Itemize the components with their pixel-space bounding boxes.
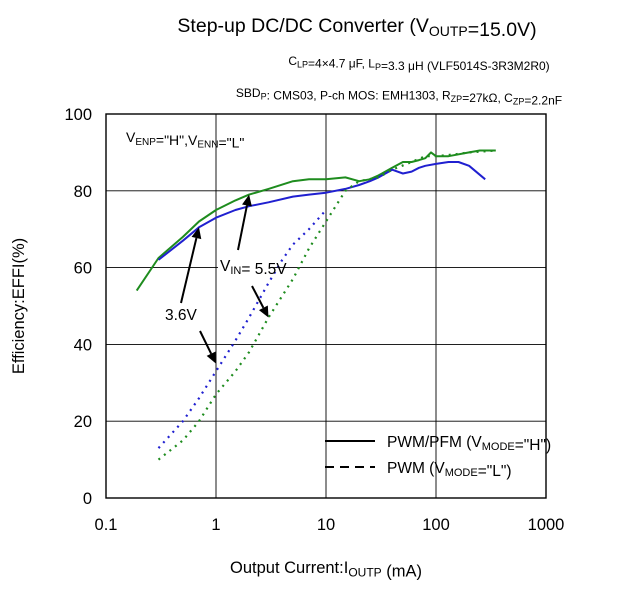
legend-label-solid: PWM/PFM (VMODE="H")	[387, 434, 551, 454]
y-tick-label: 80	[74, 183, 92, 201]
arrow-vin-5_5V-dashed	[251, 285, 265, 309]
subtitle-line-2: SBDP: CMS03, P-ch MOS: EMH1303, RZP=27kΩ…	[236, 86, 562, 108]
series-line-5_5V-dashed	[157, 149, 496, 461]
annotation-vin-3_6V: 3.6V	[165, 307, 198, 324]
y-axis-label: Efficiency:EFFI(%)	[10, 238, 28, 374]
y-tick-label: 0	[83, 490, 92, 508]
series-line-3_6V-solid	[157, 161, 486, 261]
x-tick-label: 10	[317, 516, 335, 534]
y-tick-label: 100	[64, 106, 92, 124]
vin-label-bg	[218, 251, 270, 277]
x-tick-label: 1000	[528, 516, 565, 534]
x-tick-label: 0.1	[95, 516, 118, 534]
y-tick-label: 20	[74, 413, 92, 431]
chart-title: Step-up DC/DC Converter (VOUTP=15.0V)	[177, 15, 536, 41]
subtitle-line-1: CLP=4×4.7 μF, LP=3.3 μH (VLF5014S-3R3M2R…	[288, 54, 549, 73]
arrow-vin-3_6V-solid	[180, 237, 198, 304]
plot-frame	[105, 113, 547, 499]
condition-label: VENP="H",VENN="L"	[126, 129, 244, 151]
x-tick-label: 100	[422, 516, 450, 534]
arrow-vin-5_5V-solid	[237, 205, 248, 251]
x-tick-label: 1	[211, 516, 220, 534]
arrow-vin-3_6V-solid-head	[191, 227, 202, 240]
y-tick-label: 60	[74, 260, 92, 278]
annotation-vin-5_5V: VIN= 5.5V	[220, 258, 287, 278]
vin-low-label-bg	[160, 301, 206, 327]
arrow-vin-3_6V-dashed-head	[206, 351, 216, 364]
arrow-vin-3_6V-dashed	[199, 330, 213, 355]
legend-label-dashed: PWM (VMODE="L")	[387, 460, 512, 480]
y-tick-label: 40	[74, 336, 92, 354]
x-axis-label: Output Current:IOUTP (mA)	[230, 559, 422, 580]
arrow-vin-5_5V-dashed-head	[258, 305, 269, 318]
arrow-vin-5_5V-solid-head	[242, 194, 252, 207]
